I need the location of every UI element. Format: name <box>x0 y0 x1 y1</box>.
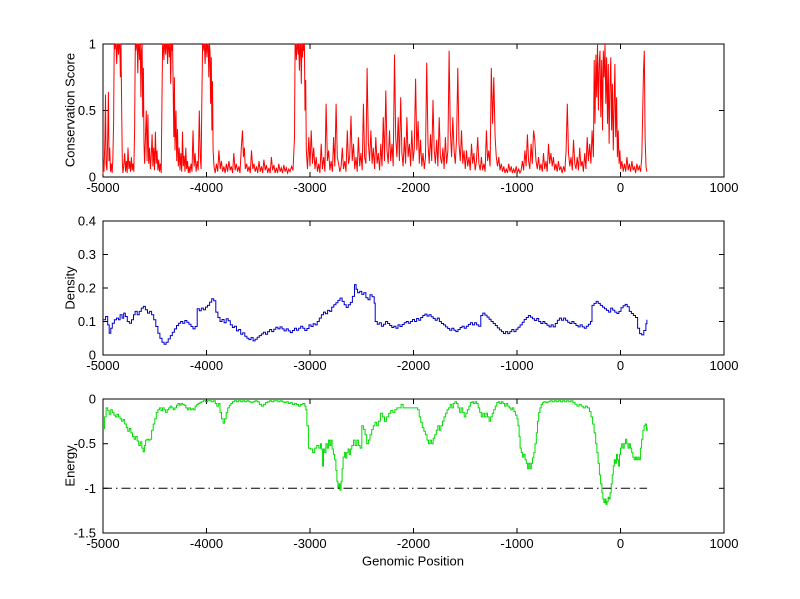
x-tick-label: -2000 <box>397 358 430 373</box>
x-tick-label: -2000 <box>397 180 430 195</box>
series-line-conservation-score <box>102 43 648 175</box>
y-axis-label-conservation-score: Conservation Score <box>62 52 78 168</box>
y-axis-label-density: Density <box>62 266 78 310</box>
y-tick-label: 0.1 <box>78 314 96 329</box>
x-tick-label: 0 <box>617 358 624 373</box>
x-tick-label: -3000 <box>293 358 326 373</box>
x-tick-label: 0 <box>617 536 624 551</box>
y-tick-label: -1.5 <box>74 526 96 541</box>
x-tick-label: -3000 <box>293 536 326 551</box>
y-tick-label: 0.4 <box>78 214 96 229</box>
y-tick-label: -1 <box>84 481 96 496</box>
x-tick-label: -3000 <box>293 180 326 195</box>
y-tick-label: 0.2 <box>78 281 96 296</box>
x-tick-label: -2000 <box>397 536 430 551</box>
x-tick-label: -4000 <box>190 358 223 373</box>
x-tick-label: 1000 <box>710 536 739 551</box>
plot-frame-2 <box>102 398 725 534</box>
y-axis-label-energy: Energy <box>62 445 78 487</box>
x-tick-label: -1000 <box>500 180 533 195</box>
x-tick-label: 1000 <box>710 180 739 195</box>
series-line-density <box>103 284 648 345</box>
x-tick-label: -5000 <box>86 358 119 373</box>
x-tick-label: 0 <box>617 180 624 195</box>
y-tick-label: 0 <box>89 348 96 363</box>
x-axis-label-genomic-position: Genomic Position <box>362 553 464 569</box>
y-tick-label: 0.5 <box>78 103 96 118</box>
x-tick-label: -1000 <box>500 358 533 373</box>
y-tick-label: 1 <box>89 37 96 52</box>
y-tick-label: -0.5 <box>74 436 96 451</box>
plot-frame-1 <box>102 220 725 356</box>
x-tick-label: -5000 <box>86 180 119 195</box>
y-tick-label: 0 <box>89 170 96 185</box>
series-line-energy <box>103 400 648 505</box>
x-tick-label: -1000 <box>500 536 533 551</box>
x-tick-label: -5000 <box>86 536 119 551</box>
x-tick-label: -4000 <box>190 180 223 195</box>
y-tick-label: 0 <box>89 392 96 407</box>
x-tick-label: -4000 <box>190 536 223 551</box>
x-tick-label: 1000 <box>710 358 739 373</box>
y-tick-label: 0.3 <box>78 247 96 262</box>
